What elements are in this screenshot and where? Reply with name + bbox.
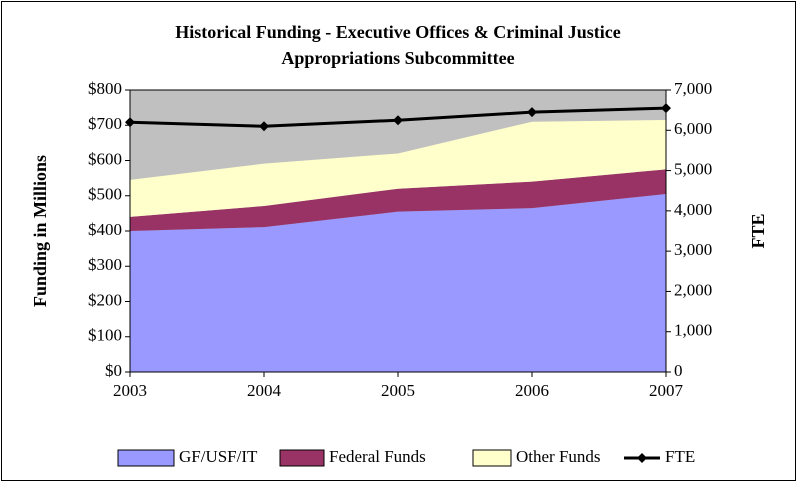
y2-tick-label: 6,000 bbox=[674, 119, 712, 138]
y-tick-label: $300 bbox=[88, 255, 122, 274]
y2-tick-label: 0 bbox=[674, 361, 683, 380]
y-tick-label: $800 bbox=[88, 79, 122, 98]
legend-label: Other Funds bbox=[516, 447, 601, 466]
legend-label: FTE bbox=[665, 447, 695, 466]
legend-marker bbox=[637, 453, 647, 463]
legend-label: GF/USF/IT bbox=[179, 447, 258, 466]
x-tick-label: 2003 bbox=[113, 381, 147, 400]
y2-tick-label: 3,000 bbox=[674, 240, 712, 259]
y-tick-label: $0 bbox=[105, 361, 122, 380]
x-tick-label: 2006 bbox=[515, 381, 549, 400]
line-marker bbox=[527, 107, 537, 118]
y-tick-label: $400 bbox=[88, 220, 122, 239]
legend-swatch bbox=[279, 449, 325, 467]
legend-label: Federal Funds bbox=[329, 447, 426, 466]
area bbox=[130, 193, 666, 372]
area bbox=[130, 169, 666, 231]
legend-swatch bbox=[117, 449, 175, 467]
x-tick-label: 2007 bbox=[649, 381, 684, 400]
area bbox=[130, 119, 666, 217]
y2-tick-label: 4,000 bbox=[674, 200, 712, 219]
y2-tick-label: 2,000 bbox=[674, 280, 712, 299]
y-axis-title: Funding in Millions bbox=[30, 155, 50, 307]
y-tick-label: $200 bbox=[88, 290, 122, 309]
x-tick-label: 2005 bbox=[381, 381, 415, 400]
y2-tick-label: 5,000 bbox=[674, 159, 712, 178]
y-tick-label: $100 bbox=[88, 326, 122, 345]
y2-tick-label: 7,000 bbox=[674, 79, 712, 98]
line-marker bbox=[259, 121, 269, 132]
y-tick-label: $500 bbox=[88, 185, 122, 204]
chart-title: Historical Funding - Executive Offices &… bbox=[175, 22, 620, 42]
y2-tick-label: 1,000 bbox=[674, 321, 712, 340]
line-marker bbox=[393, 115, 403, 126]
y2-axis-title: FTE bbox=[748, 213, 768, 248]
chart-subtitle: Appropriations Subcommittee bbox=[281, 48, 514, 68]
legend-swatch bbox=[472, 449, 512, 467]
x-tick-label: 2004 bbox=[247, 381, 282, 400]
y-tick-label: $600 bbox=[88, 149, 122, 168]
y-tick-label: $700 bbox=[88, 114, 122, 133]
